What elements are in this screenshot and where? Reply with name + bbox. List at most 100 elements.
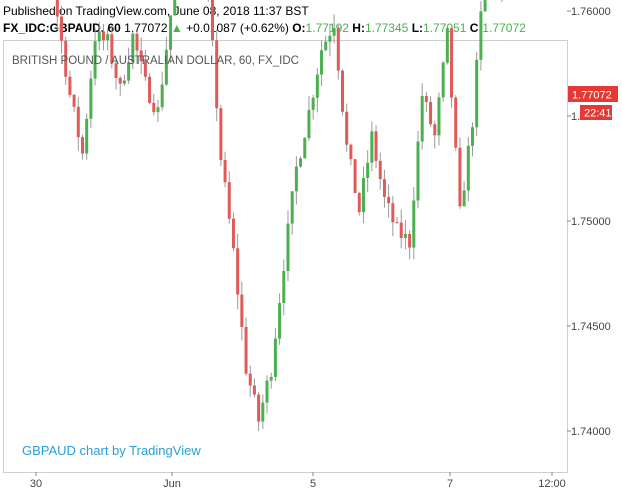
candle-body: [160, 84, 164, 108]
candle-body: [273, 338, 277, 377]
candle-body: [441, 62, 445, 98]
candle-body: [332, 28, 336, 36]
candle-body: [143, 61, 147, 77]
candle-body: [257, 394, 261, 422]
candle-body: [307, 109, 311, 139]
candle-body: [219, 108, 223, 160]
x-tick-label: 12:00: [538, 478, 566, 490]
candle-body: [248, 373, 252, 386]
candle-body: [215, 40, 219, 109]
candle-body: [324, 41, 328, 51]
plot-area: [3, 40, 568, 473]
candle-body: [424, 96, 428, 102]
countdown-label-box: [580, 105, 612, 120]
x-axis: 30 Jun 5 7 12:00: [30, 472, 566, 490]
candle-body: [118, 77, 122, 84]
candle-body: [294, 166, 298, 192]
candle-body: [110, 34, 114, 64]
candle-body: [286, 223, 290, 272]
candle-body: [471, 127, 475, 146]
candle-body: [391, 203, 395, 223]
candle-body: [370, 131, 374, 163]
candle-body: [437, 97, 441, 136]
y-tick-label: 1.74000: [571, 426, 611, 438]
price-label: 1.77072: [572, 90, 612, 102]
candle-body: [378, 160, 382, 180]
candle-body: [303, 138, 307, 159]
candle-body: [223, 159, 227, 183]
low-label: L:: [411, 21, 424, 35]
chart-title: BRITISH POUND / AUSTRALIAN DOLLAR, 60, F…: [12, 55, 299, 67]
candle-body: [101, 31, 105, 41]
candle-body: [76, 106, 80, 138]
candle-body: [139, 50, 143, 62]
candle-body: [320, 50, 324, 75]
last-price: 1.77072: [124, 21, 168, 35]
candle-body: [466, 145, 470, 191]
published-line: Published on TradingView.com, June 08, 2…: [3, 4, 309, 18]
candle-body: [458, 147, 462, 207]
candle-body: [361, 177, 365, 213]
candle-body: [240, 294, 244, 327]
candle-body: [395, 222, 399, 224]
candle-body: [55, 0, 59, 17]
candle-body: [127, 62, 131, 81]
candle-body: [483, 0, 487, 12]
open-label: O:: [292, 21, 306, 35]
candles-group: [55, 0, 503, 432]
candle-body: [80, 137, 84, 154]
candle-body: [114, 63, 118, 78]
candle-body: [89, 78, 93, 119]
candle-body: [93, 41, 97, 79]
candle-body: [60, 16, 64, 41]
candle-body: [416, 141, 420, 201]
candle-body: [210, 0, 214, 41]
candle-body: [420, 96, 424, 142]
candle-body: [106, 34, 110, 41]
candle-body: [433, 124, 437, 136]
candle-body: [475, 59, 479, 128]
candle-body: [328, 35, 332, 42]
candle-body: [336, 28, 340, 71]
candle-body: [299, 158, 303, 167]
candle-body: [148, 76, 152, 103]
candle-body: [236, 248, 240, 295]
candle-body: [429, 101, 433, 125]
candle-body: [152, 102, 156, 113]
candle-body: [68, 76, 72, 95]
candle-body: [311, 97, 315, 110]
candle-body: [479, 11, 483, 60]
candle-body: [164, 49, 168, 85]
candle-body: [122, 80, 126, 84]
x-tick-label: Jun: [163, 478, 181, 490]
x-tick-label: 5: [310, 478, 316, 490]
candle-body: [135, 33, 139, 51]
candle-body: [156, 107, 160, 113]
candle-body: [382, 179, 386, 197]
tradingview-watermark: GBPAUD chart by TradingView: [22, 443, 201, 458]
candle-body: [282, 271, 286, 303]
candle-body: [374, 131, 378, 161]
x-tick-label: 30: [30, 478, 42, 490]
candle-body: [290, 191, 294, 224]
candle-body: [131, 33, 135, 63]
candle-body: [72, 94, 76, 107]
candle-body: [231, 218, 235, 249]
high-label: H:: [352, 21, 365, 35]
high-value: 1.77345: [364, 21, 409, 35]
candle-body: [445, 28, 449, 63]
candle-body: [399, 222, 403, 238]
candle-body: [278, 302, 282, 339]
candle-body: [353, 159, 357, 194]
y-axis: 1.775001.770001.765001.760001.755001.750…: [567, 6, 611, 438]
candle-body: [64, 40, 68, 77]
candle-body: [97, 31, 101, 42]
candle-body: [357, 193, 361, 213]
candle-body: [454, 97, 458, 148]
candle-body: [412, 200, 416, 248]
candle-body: [169, 15, 173, 50]
close-value: 1.77072: [482, 21, 526, 35]
candle-body: [261, 402, 265, 422]
countdown-label: 22:41: [584, 108, 612, 120]
